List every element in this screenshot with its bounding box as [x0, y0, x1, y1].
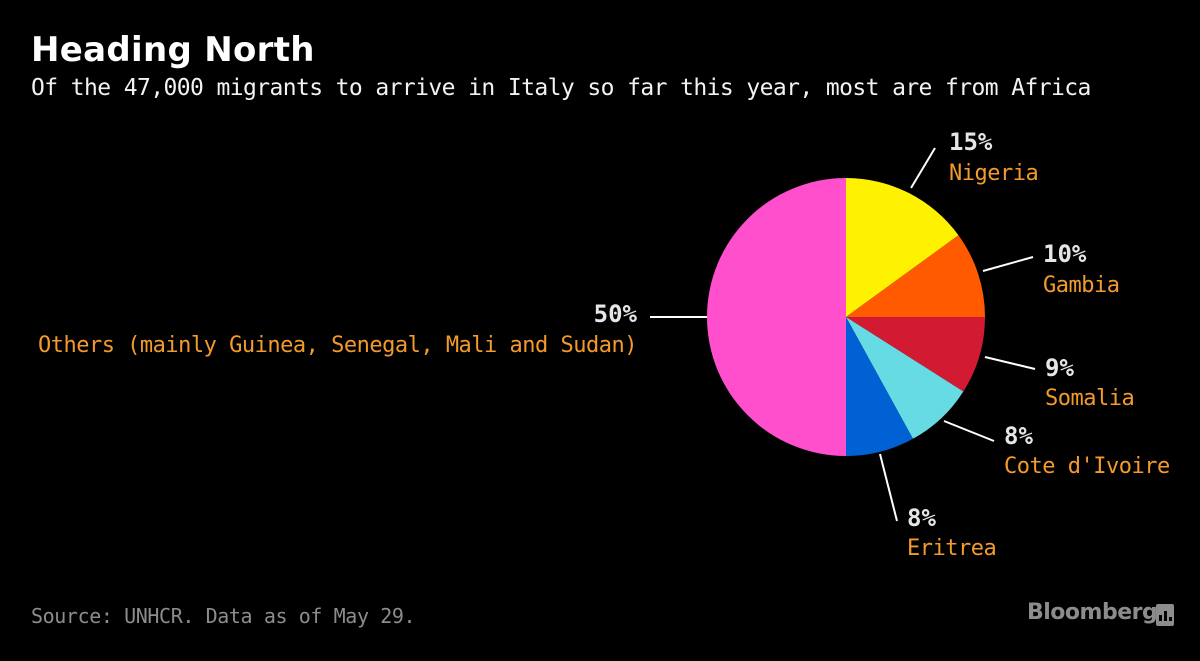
slice-label-cote-d: Cote d'Ivoire	[1004, 454, 1170, 479]
pct-label-gambia: 10%	[1043, 240, 1087, 268]
slice-label-others-mainly: Others (mainly Guinea, Senegal, Mali and…	[38, 333, 637, 358]
brand-logo: Bloomberg	[1027, 600, 1158, 625]
leader-line-gambia	[982, 256, 1034, 272]
leader-line-cote-d	[943, 420, 995, 442]
pct-label-cote-d: 8%	[1004, 422, 1033, 450]
leader-line-eritrea	[879, 453, 898, 522]
pct-label-somalia: 9%	[1045, 354, 1074, 382]
pie-slice-others-mainly	[707, 178, 846, 456]
source-note: Source: UNHCR. Data as of May 29.	[31, 604, 416, 628]
bloomberg-terminal-icon	[1156, 604, 1174, 626]
chart-title: Heading North	[31, 30, 315, 70]
pct-label-others-mainly: 50%	[594, 300, 638, 328]
pct-label-eritrea: 8%	[907, 504, 936, 532]
pie-slice-somalia	[846, 317, 985, 392]
slice-label-eritrea: Eritrea	[907, 536, 996, 561]
slice-label-gambia: Gambia	[1043, 273, 1119, 298]
pie-slice-cote-d	[846, 317, 964, 439]
pie-slice-gambia	[846, 235, 985, 317]
chart-subtitle: Of the 47,000 migrants to arrive in Ital…	[31, 75, 1091, 101]
leader-line-nigeria	[910, 147, 936, 189]
leader-line-somalia	[984, 356, 1036, 370]
pie-slice-eritrea	[846, 317, 913, 456]
slice-label-somalia: Somalia	[1045, 386, 1134, 411]
pct-label-nigeria: 15%	[949, 128, 993, 156]
pie-slice-nigeria	[846, 178, 959, 317]
slice-label-nigeria: Nigeria	[949, 161, 1038, 186]
